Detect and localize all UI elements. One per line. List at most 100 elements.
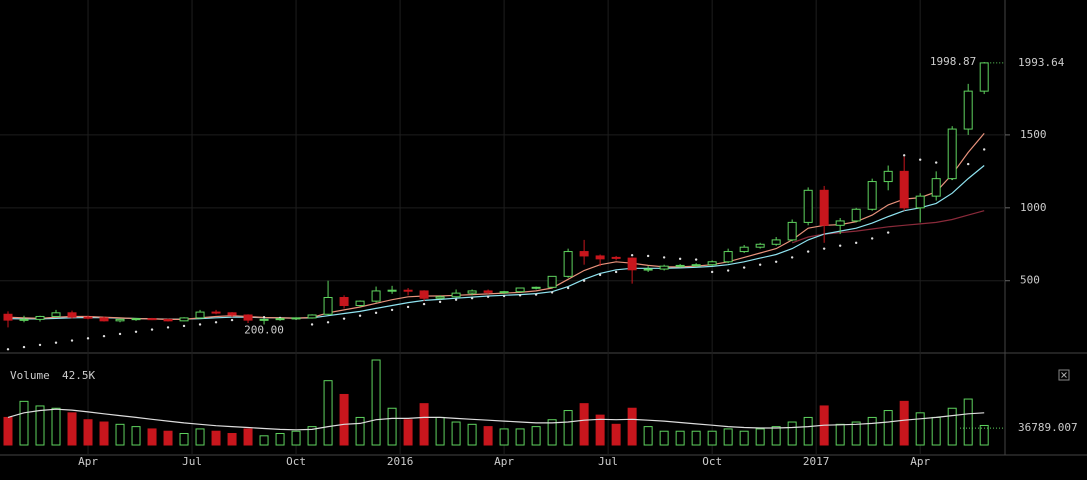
sar-dot [262, 315, 266, 319]
candle-body [547, 275, 557, 288]
sar-dot [902, 154, 906, 157]
volume-bar [531, 426, 541, 446]
sar-dot [582, 279, 586, 282]
volume-bar [211, 430, 221, 446]
volume-bar [451, 421, 461, 446]
sar-dot [422, 302, 426, 306]
candle-body [755, 243, 765, 248]
volume-bar [371, 359, 381, 446]
sar-dot [502, 294, 506, 298]
x-tick-label: Oct [286, 455, 306, 468]
candle-body [627, 257, 637, 271]
sar-dot [566, 286, 570, 290]
candle-body [307, 314, 317, 319]
sar-dot [70, 339, 74, 342]
volume-bar [771, 426, 781, 446]
volume-bar [163, 430, 173, 446]
candle-body [707, 261, 717, 266]
volume-bar [675, 430, 685, 446]
sar-dot [22, 345, 26, 349]
candle-body [835, 220, 845, 226]
sar-dot [598, 273, 602, 277]
sar-dot [6, 348, 10, 351]
candle-body [963, 90, 973, 130]
volume-bar [51, 407, 61, 446]
sar-dot [374, 311, 378, 315]
candle-body [435, 296, 445, 299]
x-tick-label: Jul [182, 455, 202, 468]
candle-body [915, 195, 925, 209]
sar-dot [662, 256, 666, 259]
sar-dot [406, 305, 410, 309]
candle-body [883, 170, 893, 183]
sar-dot [214, 321, 218, 324]
sar-dot [38, 343, 42, 347]
candle-body [771, 239, 781, 245]
sar-dot [518, 294, 522, 297]
low-label: 200.00 [244, 323, 284, 336]
sar-dot [966, 162, 970, 166]
sar-dot [150, 328, 154, 331]
volume-bar [195, 428, 205, 446]
y-tick-label: 1500 [1020, 128, 1047, 141]
x-tick-label: Apr [494, 455, 514, 468]
volume-bar [851, 421, 861, 446]
x-tick-label: Jul [598, 455, 618, 468]
sar-dot [102, 334, 106, 338]
candle-body [723, 251, 733, 263]
volume-bar [915, 412, 925, 446]
volume-bar [515, 428, 525, 446]
sar-dot [550, 291, 554, 294]
x-tick-label: Oct [702, 455, 722, 468]
candle-body [531, 286, 541, 289]
volume-moving-average [7, 408, 985, 431]
candle-body [931, 178, 941, 197]
close-button[interactable] [1058, 369, 1070, 381]
sar-dot [134, 330, 138, 333]
sar-dot [358, 314, 362, 317]
volume-bar [563, 410, 573, 446]
volume-bar [179, 433, 189, 446]
candle-body [787, 221, 797, 241]
sar-dot [342, 317, 346, 320]
sar-dot [918, 158, 922, 161]
sar-dot [182, 324, 186, 328]
sar-dot [86, 337, 90, 340]
volume-bar [467, 423, 477, 446]
candle-body [99, 317, 109, 322]
sar-dot [742, 266, 746, 269]
sar-dot [646, 254, 650, 258]
volume-bar [243, 428, 253, 446]
volume-bar [899, 400, 909, 446]
candle-body [35, 315, 45, 320]
candle-body [467, 290, 477, 294]
candle-body [979, 62, 989, 92]
volume-bar [291, 430, 301, 446]
sar-dot [470, 297, 474, 300]
sar-dot [534, 293, 538, 296]
close-box[interactable] [1058, 369, 1070, 381]
sar-dot [454, 298, 458, 301]
volume-bar [627, 407, 637, 446]
candle-body [563, 251, 573, 277]
x-tick-label: 2017 [803, 455, 830, 468]
volume-bar [803, 416, 813, 446]
candle-body [659, 265, 669, 270]
volume-bar [755, 428, 765, 446]
close-icon[interactable] [1061, 372, 1067, 378]
volume-bar [259, 435, 269, 446]
volume-bar [691, 430, 701, 446]
volume-bar [435, 416, 445, 446]
candle-body [371, 290, 381, 302]
sar-dot [694, 258, 698, 261]
volume-bar [579, 403, 589, 446]
volume-bar [931, 416, 941, 446]
sar-dot [118, 332, 122, 336]
candle-body [899, 170, 909, 209]
candle-body [739, 246, 749, 253]
sar-dot [886, 231, 890, 234]
volume-bar [739, 430, 749, 446]
sar-dot [838, 244, 842, 247]
candle-body [211, 311, 221, 314]
